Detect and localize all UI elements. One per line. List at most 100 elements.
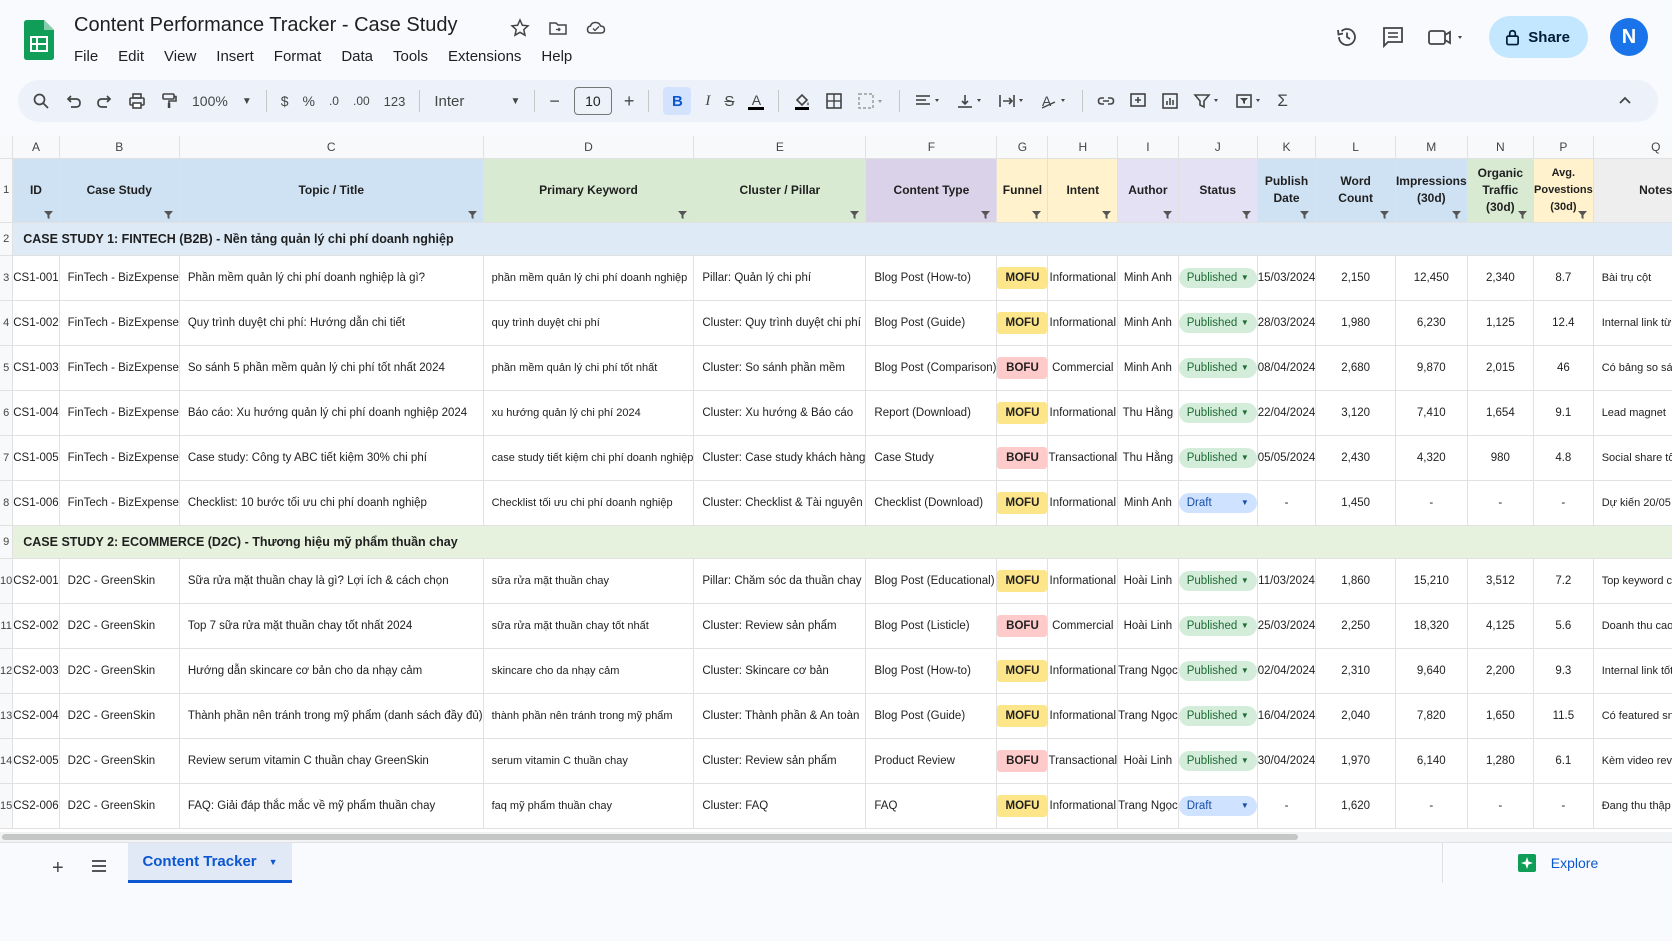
col-header-l[interactable]: L (1315, 136, 1396, 159)
merge-cells-icon[interactable] (857, 87, 885, 115)
status-dropdown[interactable]: Draft ▼ (1178, 492, 1257, 513)
cell-publish-date[interactable]: 28/03/2024 (1257, 300, 1317, 346)
cell-author[interactable]: Minh Anh (1117, 300, 1179, 346)
filter-dropdown-icon[interactable] (1300, 210, 1310, 219)
cell-publish-date[interactable]: 25/03/2024 (1257, 603, 1317, 649)
cell-keyword[interactable]: phần mềm quản lý chi phí tốt nhất (483, 345, 695, 391)
cell-author[interactable]: Minh Anh (1117, 345, 1179, 391)
filter-dropdown-icon[interactable] (1162, 210, 1172, 219)
cell-id[interactable]: CS1-003 (12, 345, 60, 391)
cell-word-count[interactable]: 1,450 (1315, 480, 1396, 526)
col-header-i[interactable]: I (1117, 136, 1179, 159)
header-cell-avg-position[interactable]: Avg. Povestions (30d) (1533, 158, 1594, 223)
cell-avg-position[interactable]: 46 (1533, 345, 1594, 391)
menu-format[interactable]: Format (273, 48, 322, 65)
header-cell-topic[interactable]: Topic / Title (179, 158, 484, 223)
cell-publish-date[interactable]: 16/04/2024 (1257, 693, 1317, 739)
cell-author[interactable]: Trang Ngọc (1117, 648, 1179, 694)
all-sheets-icon[interactable] (90, 857, 108, 875)
cell-id[interactable]: CS2-002 (12, 603, 60, 649)
row-number[interactable]: 1 (0, 158, 14, 223)
cell-intent[interactable]: Informational (1047, 480, 1119, 526)
col-header-g[interactable]: G (996, 136, 1049, 159)
horizontal-align-icon[interactable] (914, 87, 942, 115)
header-cell-id[interactable]: ID (12, 158, 60, 223)
insert-comment-icon[interactable] (1129, 87, 1147, 115)
more-formats-button[interactable]: 123 (383, 93, 406, 109)
cell-word-count[interactable]: 2,150 (1315, 255, 1396, 301)
font-select[interactable]: Inter ▼ (434, 87, 520, 115)
vertical-align-icon[interactable] (956, 87, 984, 115)
cell-case-study[interactable]: FinTech - BizExpense (59, 300, 180, 346)
cell-cluster[interactable]: Cluster: Xu hướng & Báo cáo (693, 390, 867, 436)
cell-notes[interactable]: Có featured snippet (1593, 693, 1672, 739)
cell-notes[interactable]: Top keyword chính (1593, 558, 1672, 604)
cell-keyword[interactable]: quy trình duyệt chi phí (483, 300, 695, 346)
cell-funnel[interactable]: BOFU (996, 345, 1049, 391)
col-header-m[interactable]: M (1395, 136, 1468, 159)
cell-impressions[interactable]: 9,870 (1395, 345, 1468, 391)
zoom-select[interactable]: 100% ▼ (192, 87, 252, 115)
cell-notes[interactable]: Lead magnet (1593, 390, 1672, 436)
cell-keyword[interactable]: thành phần nên tránh trong mỹ phẩm (483, 693, 695, 739)
status-dropdown[interactable]: Published ▼ (1178, 750, 1257, 771)
filter-dropdown-icon[interactable] (981, 210, 991, 219)
cell-keyword[interactable]: serum vitamin C thuần chay (483, 738, 695, 784)
cell-content-type[interactable]: Case Study (865, 435, 998, 481)
col-header-n[interactable]: N (1467, 136, 1535, 159)
menu-edit[interactable]: Edit (118, 48, 145, 65)
cell-author[interactable]: Minh Anh (1117, 480, 1179, 526)
header-cell-organic-traffic[interactable]: Organic Traffic (30d) (1467, 158, 1535, 223)
cell-intent[interactable]: Informational (1047, 648, 1119, 694)
cell-content-type[interactable]: Blog Post (Listicle) (865, 603, 998, 649)
col-header-a[interactable]: A (12, 136, 60, 159)
cell-case-study[interactable]: FinTech - BizExpense (59, 435, 180, 481)
cell-case-study[interactable]: FinTech - BizExpense (59, 345, 180, 391)
cell-topic[interactable]: Phần mềm quản lý chi phí doanh nghiệp là… (179, 255, 484, 301)
cell-publish-date[interactable]: 15/03/2024 (1257, 255, 1317, 301)
section-title-case-study-1[interactable]: CASE STUDY 1: FINTECH (B2B) - Nền tảng q… (12, 222, 1672, 256)
col-header-e[interactable]: E (693, 136, 867, 159)
cell-organic-traffic[interactable]: - (1467, 480, 1535, 526)
cell-organic-traffic[interactable]: 3,512 (1467, 558, 1535, 604)
row-number[interactable]: 3 (0, 255, 14, 301)
comments-icon[interactable] (1381, 25, 1405, 49)
cell-topic[interactable]: FAQ: Giải đáp thắc mắc về mỹ phẩm thuần … (179, 783, 484, 829)
cell-topic[interactable]: Hướng dẫn skincare cơ bản cho da nhạy cả… (179, 648, 484, 694)
cell-author[interactable]: Thu Hằng (1117, 390, 1179, 436)
cell-case-study[interactable]: D2C - GreenSkin (59, 738, 180, 784)
filter-dropdown-icon[interactable] (1518, 210, 1528, 219)
filter-dropdown-icon[interactable] (467, 210, 477, 219)
cell-cluster[interactable]: Cluster: So sánh phần mềm (693, 345, 867, 391)
cell-content-type[interactable]: Blog Post (Guide) (865, 693, 998, 739)
cell-id[interactable]: CS1-005 (12, 435, 60, 481)
filter-dropdown-icon[interactable] (850, 210, 860, 219)
cell-word-count[interactable]: 2,430 (1315, 435, 1396, 481)
cell-word-count[interactable]: 2,040 (1315, 693, 1396, 739)
cell-impressions[interactable]: 12,450 (1395, 255, 1468, 301)
cell-author[interactable]: Trang Ngọc (1117, 783, 1179, 829)
select-all-corner[interactable] (0, 136, 14, 159)
cell-impressions[interactable]: 6,230 (1395, 300, 1468, 346)
cell-keyword[interactable]: skincare cho da nhạy cảm (483, 648, 695, 694)
row-number[interactable]: 10 (0, 558, 14, 604)
undo-icon[interactable] (64, 87, 82, 115)
cell-cluster[interactable]: Cluster: Case study khách hàng (693, 435, 867, 481)
cell-publish-date[interactable]: 05/05/2024 (1257, 435, 1317, 481)
cell-content-type[interactable]: Blog Post (Educational) (865, 558, 998, 604)
row-number[interactable]: 2 (0, 222, 14, 256)
cell-topic[interactable]: Checklist: 10 bước tối ưu chi phí doanh … (179, 480, 484, 526)
cell-funnel[interactable]: MOFU (996, 255, 1049, 301)
strikethrough-icon[interactable]: S (724, 92, 735, 110)
cell-keyword[interactable]: phần mềm quản lý chi phí doanh nghiệp (483, 255, 695, 301)
cell-intent[interactable]: Transactional (1047, 435, 1119, 481)
filter-views-icon[interactable] (1235, 87, 1263, 115)
cell-keyword[interactable]: sữa rửa mặt thuần chay (483, 558, 695, 604)
cell-content-type[interactable]: Blog Post (Guide) (865, 300, 998, 346)
cell-topic[interactable]: Báo cáo: Xu hướng quản lý chi phí doanh … (179, 390, 484, 436)
decrease-decimal-button[interactable]: .0 (328, 94, 339, 108)
cell-impressions[interactable]: 15,210 (1395, 558, 1468, 604)
status-dropdown[interactable]: Published ▼ (1178, 447, 1257, 468)
font-size-input[interactable]: 10 (573, 87, 612, 115)
cell-avg-position[interactable]: 12.4 (1533, 300, 1594, 346)
